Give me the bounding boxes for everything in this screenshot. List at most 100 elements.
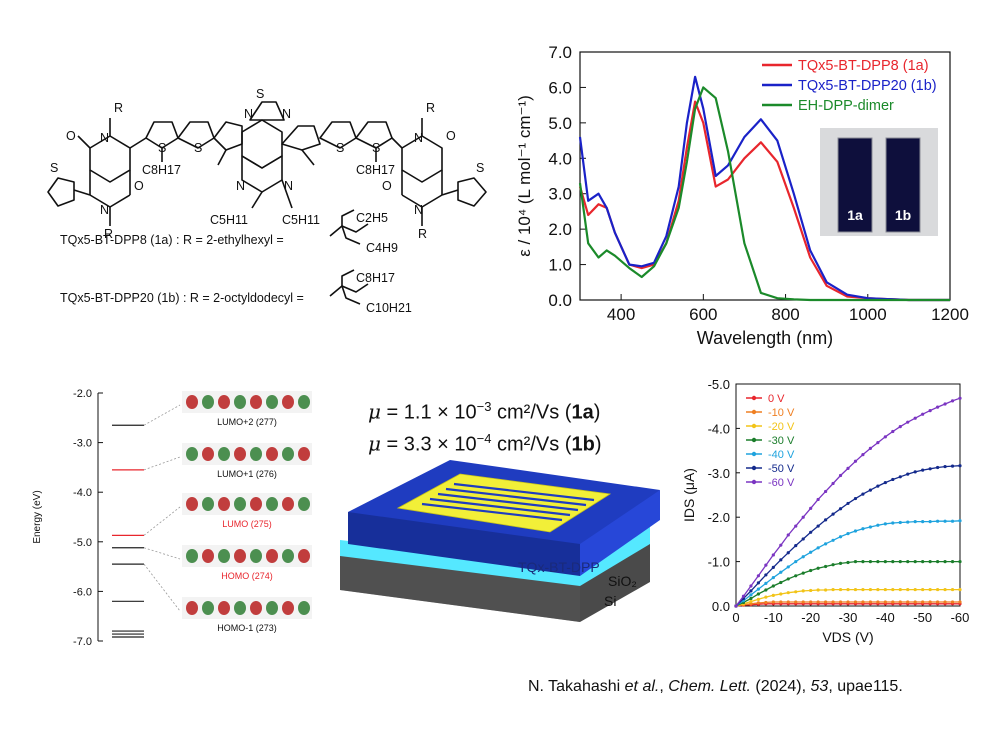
iv-data-point (838, 535, 843, 539)
iv-data-point (958, 396, 962, 400)
orbital-lobe (186, 447, 198, 461)
iv-data-point (838, 473, 843, 478)
iv-data-point (741, 594, 746, 598)
orbital-lobe (250, 395, 262, 409)
atom-label: S (336, 141, 344, 155)
iv-data-point (958, 560, 962, 564)
iv-data-point (928, 520, 932, 524)
iv-data-point (749, 602, 753, 606)
iv-data-point (921, 600, 925, 604)
iv-data-point (846, 532, 850, 536)
iv-data-point (794, 560, 798, 564)
y-axis-label: ε / 10⁴ (L mol⁻¹ cm⁻¹) (515, 95, 534, 257)
legend-label: TQx5-BT-DPP20 (1b) (798, 78, 937, 94)
iv-data-point (809, 530, 813, 534)
iv-data-point (861, 452, 865, 457)
iv-data-point (906, 600, 910, 604)
atom-label: R (426, 101, 435, 115)
iv-data-point (891, 429, 895, 434)
mobility-line-1b: μ = 3.3 × 10−4 cm²/Vs (1b) (368, 430, 602, 456)
legend-marker (751, 437, 757, 443)
inset-label-1b: 1b (895, 207, 911, 223)
thiophene-ring (145, 121, 179, 149)
iv-data-point (950, 519, 955, 523)
iv-data-point (950, 587, 955, 592)
orbital-lobe (266, 395, 278, 409)
iv-data-point (794, 574, 798, 578)
thiophene-ring (281, 125, 321, 151)
iv-data-point (749, 584, 753, 588)
orbital-image (182, 597, 312, 619)
orbital-lobe (250, 447, 262, 461)
orbital-lobe (234, 395, 246, 409)
legend-marker (751, 395, 757, 401)
iv-data-point (876, 484, 880, 488)
x-tick-label: -40 (876, 610, 895, 625)
orbital-lobe (186, 601, 198, 615)
iv-data-point (801, 600, 805, 604)
iv-data-point (958, 519, 962, 523)
iv-data-point (734, 604, 738, 608)
iv-data-point (838, 587, 843, 592)
iv-data-point (898, 560, 902, 564)
orbital-connector (143, 563, 181, 612)
iv-data-point (794, 600, 798, 604)
iv-data-point (853, 560, 858, 564)
iv-data-point (756, 597, 760, 601)
orbital-image (182, 493, 312, 515)
legend-label: EH-DPP-dimer (798, 98, 894, 114)
orbital-lobe (250, 549, 262, 563)
iv-data-point (950, 399, 955, 403)
iv-data-point (883, 480, 887, 485)
legend-marker (751, 451, 757, 457)
orbital-lobe (282, 447, 294, 461)
iv-data-point (749, 593, 753, 597)
orbital-label: HOMO (274) (221, 571, 273, 581)
legend-label: TQx5-BT-DPP8 (1a) (798, 58, 929, 74)
iv-data-point (913, 520, 917, 524)
orbital-lobe (218, 447, 230, 461)
iv-data-point (943, 587, 947, 592)
citation: N. Takahashi et al., Chem. Lett. (2024),… (528, 678, 903, 695)
iv-data-point (831, 538, 835, 542)
iv-data-point (801, 515, 805, 519)
iv-data-point (950, 560, 955, 564)
compound-1a-label: TQx5-BT-DPP8 (1a) : R = 2-ethylhexyl = (60, 233, 284, 247)
iv-data-point (786, 533, 790, 537)
iv-data-point (846, 600, 850, 604)
iv-data-point (816, 600, 820, 604)
thiophene-ring (177, 121, 215, 149)
iv-data-point (786, 577, 790, 581)
iv-data-point (771, 593, 775, 597)
dpp-core-left (89, 135, 131, 183)
legend-marker (751, 423, 757, 429)
y-tick-label: 0.0 (712, 599, 730, 614)
iv-data-point (936, 519, 940, 523)
iv-data-point (943, 402, 947, 406)
orbital-lobe (234, 497, 246, 511)
iv-data-point (779, 558, 783, 562)
iv-data-point (943, 519, 947, 523)
iv-data-point (898, 475, 902, 479)
layer-label-sio2: SiO₂ (608, 573, 637, 589)
iv-data-point (921, 468, 925, 472)
iv-data-point (936, 560, 940, 564)
orbital-lobe (250, 601, 262, 615)
iv-data-point (906, 520, 910, 524)
orbital-lobe (234, 447, 246, 461)
orbital-lobe (186, 549, 198, 563)
iv-data-point (876, 441, 880, 445)
iv-data-point (831, 600, 835, 604)
iv-data-point (876, 523, 880, 527)
iv-data-point (958, 587, 962, 592)
atom-label: N (284, 179, 293, 193)
orbital-image (182, 545, 312, 567)
orbital-lobe (282, 549, 294, 563)
iv-data-point (831, 587, 835, 592)
x-tick-label: 400 (607, 305, 635, 324)
x-tick-label: 600 (689, 305, 717, 324)
atom-label: R (104, 227, 113, 241)
layer-label-si: Si (604, 593, 616, 609)
y-tick-label: -5.0 (708, 377, 730, 392)
atom-label: N (236, 179, 245, 193)
